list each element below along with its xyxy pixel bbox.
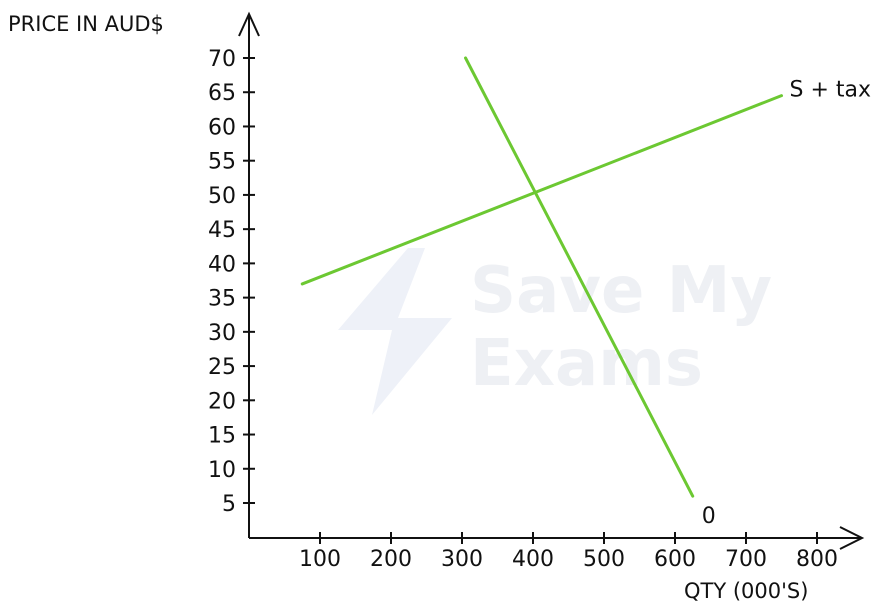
x-tick-label: 200 bbox=[370, 547, 412, 572]
y-tick-label: 25 bbox=[208, 355, 236, 380]
x-ticks: 100 200 300 400 500 600 700 800 bbox=[299, 532, 838, 572]
y-tick-label: 10 bbox=[208, 458, 236, 483]
watermark-line2: Exams bbox=[470, 327, 703, 401]
y-tick-label: 45 bbox=[208, 218, 236, 243]
y-tick-label: 30 bbox=[208, 321, 236, 346]
watermark: Save My Exams bbox=[338, 248, 772, 415]
y-tick-label: 20 bbox=[208, 389, 236, 414]
y-tick-label: 35 bbox=[208, 287, 236, 312]
x-axis-arrow bbox=[839, 526, 865, 550]
watermark-bolt-icon bbox=[338, 248, 452, 415]
x-tick-label: 100 bbox=[299, 547, 341, 572]
y-tick-label: 15 bbox=[208, 424, 236, 449]
series-label-0: 0 bbox=[702, 504, 716, 529]
y-tick-label: 40 bbox=[208, 252, 236, 277]
x-tick-label: 700 bbox=[725, 547, 767, 572]
series-line-s-tax bbox=[300, 94, 783, 286]
series-line-0 bbox=[464, 56, 695, 498]
watermark-line1: Save My bbox=[470, 254, 772, 328]
y-axis-label: PRICE IN AUD$ bbox=[8, 12, 164, 36]
series: S + tax 0 bbox=[300, 56, 872, 529]
y-ticks: 5 10 15 20 25 30 35 40 45 50 55 60 65 70 bbox=[208, 47, 255, 517]
axes bbox=[238, 11, 865, 550]
x-tick-label: 600 bbox=[654, 547, 696, 572]
x-axis-label: QTY (000'S) bbox=[684, 579, 808, 603]
y-tick-label: 60 bbox=[208, 115, 236, 140]
x-tick-label: 500 bbox=[583, 547, 625, 572]
x-tick-label: 800 bbox=[796, 547, 838, 572]
y-tick-label: 65 bbox=[208, 81, 236, 106]
series-label-s-tax: S + tax bbox=[790, 78, 872, 103]
y-tick-label: 5 bbox=[222, 492, 236, 517]
y-tick-label: 55 bbox=[208, 150, 236, 175]
x-tick-label: 400 bbox=[512, 547, 554, 572]
y-axis-arrow bbox=[238, 11, 260, 37]
y-tick-label: 70 bbox=[208, 47, 236, 72]
y-tick-label: 50 bbox=[208, 184, 236, 209]
x-tick-label: 300 bbox=[441, 547, 483, 572]
